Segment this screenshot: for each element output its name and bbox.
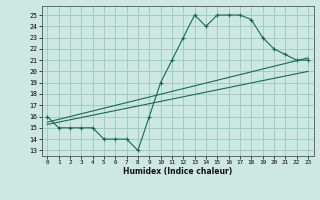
X-axis label: Humidex (Indice chaleur): Humidex (Indice chaleur) — [123, 167, 232, 176]
